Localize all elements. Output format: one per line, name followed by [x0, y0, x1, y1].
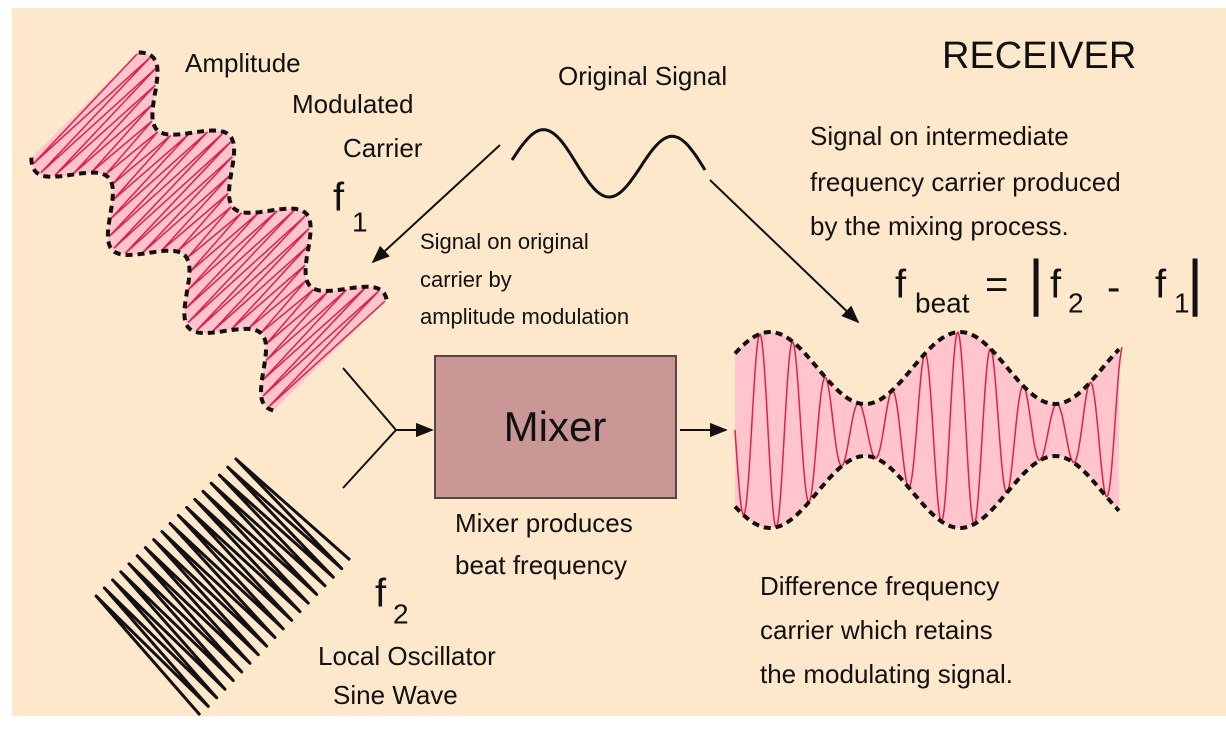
mixer-label: Mixer: [504, 403, 607, 450]
beat-fill: [735, 332, 1119, 528]
note: frequency carrier produced: [810, 167, 1121, 197]
mixer-box: [434, 355, 677, 499]
envelope: [733, 330, 1121, 407]
formula-minus: -: [1107, 266, 1120, 310]
freq-symbol: f: [375, 572, 387, 616]
note: by the mixing process.: [810, 211, 1069, 241]
formula-bar: |: [1187, 248, 1203, 317]
note: Difference frequency: [760, 571, 999, 601]
label: Sine Wave: [333, 680, 458, 710]
freq-subscript: 2: [393, 598, 409, 629]
envelope: [733, 453, 1121, 530]
formula-symbol: f: [895, 263, 907, 307]
formula-subscript: 1: [1174, 287, 1190, 318]
arrow: [709, 179, 860, 324]
label: Original Signal: [558, 61, 727, 91]
local-oscillator: [94, 457, 351, 716]
arrow: [371, 144, 501, 264]
original-signal: [510, 128, 707, 199]
title: RECEIVER: [942, 35, 1136, 77]
envelope: [29, 157, 275, 413]
am-fill: [31, 52, 387, 411]
note: carrier which retains: [760, 615, 993, 645]
note: beat frequency: [455, 550, 627, 580]
freq-symbol: f: [333, 176, 345, 220]
label: Local Oscillator: [318, 641, 496, 671]
formula-equals: =: [985, 263, 1008, 307]
note: Signal on intermediate: [810, 121, 1069, 151]
note: carrier by: [420, 267, 512, 292]
label: Amplitude: [185, 48, 301, 78]
formula-subscript: beat: [915, 287, 970, 318]
label: Carrier: [343, 133, 423, 163]
formula-symbol: f: [1050, 263, 1062, 307]
am-carrier: [33, 53, 386, 407]
formula-symbol: f: [1155, 263, 1167, 307]
formula-bar: |: [1028, 248, 1044, 317]
note: Signal on original: [420, 229, 589, 254]
freq-subscript: 1: [352, 206, 368, 237]
formula-subscript: 2: [1068, 287, 1084, 318]
note: the modulating signal.: [760, 659, 1013, 689]
label: Modulated: [292, 89, 413, 119]
note: amplitude modulation: [420, 304, 629, 329]
note: Mixer produces: [455, 508, 633, 538]
waveforms: [29, 50, 1123, 716]
